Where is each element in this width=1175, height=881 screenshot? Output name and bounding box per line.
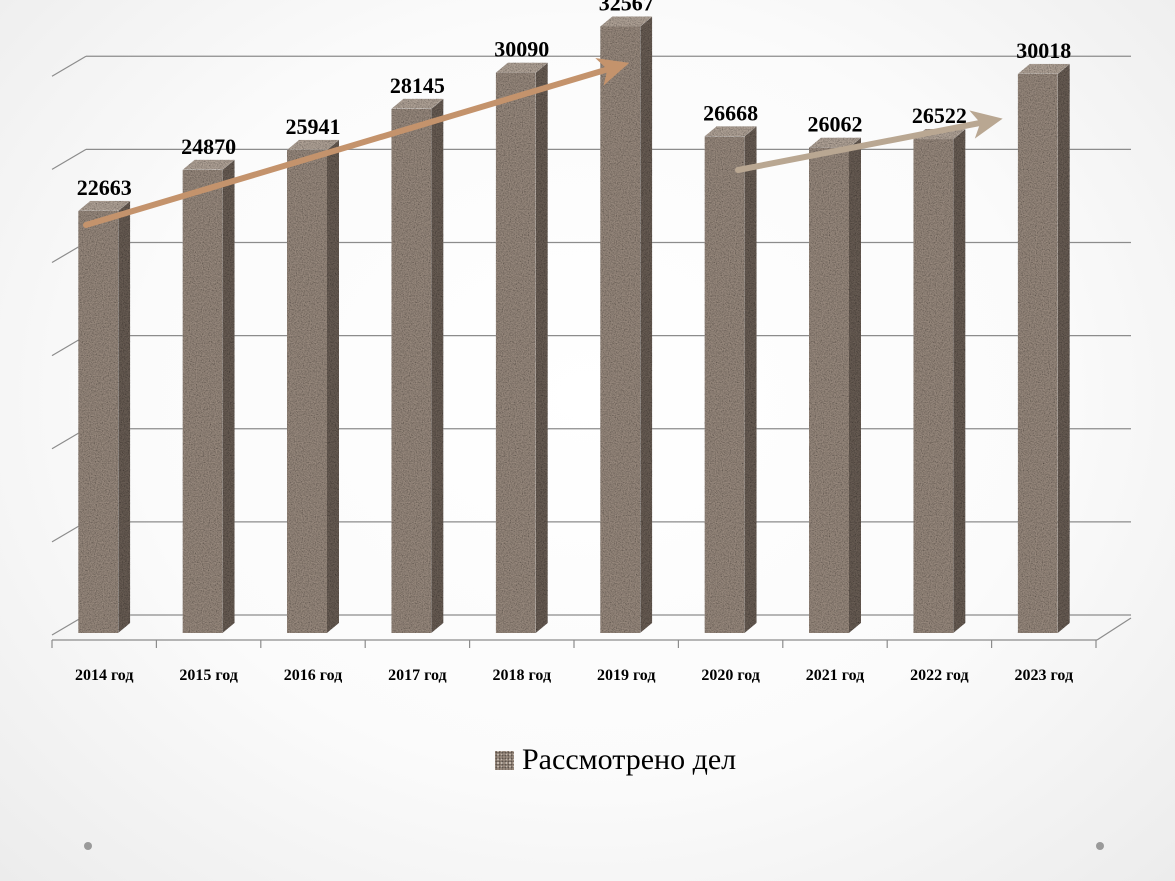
bar bbox=[704, 126, 757, 633]
x-tick-label: 2014 год bbox=[75, 667, 134, 684]
bar bbox=[78, 200, 131, 634]
legend: Рассмотрено дел bbox=[495, 738, 736, 782]
trend-arrow-2020-2023 bbox=[735, 110, 1003, 173]
bar-side bbox=[327, 139, 339, 633]
bar bbox=[913, 129, 966, 633]
slide-bullet-dot-left bbox=[84, 842, 92, 850]
bar-side bbox=[535, 62, 548, 634]
bar-front bbox=[809, 147, 849, 633]
x-tick-label: 2020 год bbox=[701, 667, 760, 684]
bar-front bbox=[391, 108, 432, 633]
bar-top bbox=[182, 159, 235, 170]
bar-front bbox=[287, 149, 327, 633]
bar-side bbox=[849, 137, 861, 633]
bar-top bbox=[704, 126, 757, 137]
data-label: 32567 bbox=[599, 0, 654, 15]
bar-side bbox=[1057, 63, 1070, 634]
data-label: 30018 bbox=[1016, 38, 1071, 63]
data-labels: 22663 24870 25941 28145 30090 32567 26668 26062… bbox=[77, 0, 1072, 200]
bar-side bbox=[744, 126, 757, 633]
data-label: 22663 bbox=[77, 175, 132, 200]
bar-top bbox=[495, 62, 548, 73]
bar-top bbox=[1017, 63, 1070, 74]
bar-side bbox=[222, 159, 235, 633]
bar-side bbox=[640, 16, 653, 633]
bar bbox=[182, 159, 235, 633]
x-tick-label: 2023 год bbox=[1015, 667, 1074, 684]
bar-top bbox=[287, 139, 339, 150]
bar-top bbox=[391, 98, 444, 109]
bar bbox=[1017, 63, 1070, 634]
bar-front bbox=[78, 210, 119, 634]
bar-top bbox=[809, 137, 861, 148]
bar-top bbox=[78, 200, 131, 211]
bar-side bbox=[431, 98, 444, 633]
bar bbox=[287, 139, 339, 633]
data-label: 26668 bbox=[703, 100, 758, 125]
bar-front bbox=[600, 26, 641, 633]
x-tick-label: 2022 год bbox=[910, 667, 969, 684]
bar-top bbox=[600, 16, 653, 27]
x-tick-label: 2019 год bbox=[597, 667, 656, 684]
x-axis: 2014 год 2015 год 2016 год 2017 год 2018 год… bbox=[51, 639, 1097, 684]
trend-arrows bbox=[83, 57, 1003, 228]
data-label: 25941 bbox=[286, 114, 341, 139]
floor-right-edge bbox=[1096, 617, 1132, 641]
data-label: 24870 bbox=[181, 134, 236, 159]
bars bbox=[78, 16, 1070, 634]
data-label: 26062 bbox=[808, 112, 863, 137]
bar bbox=[600, 16, 653, 633]
slide-bullet-dot-right bbox=[1096, 842, 1104, 850]
bar-front bbox=[1017, 73, 1058, 634]
legend-label: Рассмотрено дел bbox=[522, 743, 737, 776]
bar bbox=[391, 98, 444, 633]
x-tick-label: 2015 год bbox=[179, 667, 238, 684]
bar-front bbox=[704, 136, 745, 633]
trend-arrow-2014-2019 bbox=[83, 57, 630, 228]
x-tick-label: 2018 год bbox=[493, 667, 552, 684]
bar bbox=[809, 137, 861, 633]
bar-front bbox=[495, 72, 536, 634]
legend-swatch bbox=[495, 750, 514, 770]
x-tick-label: 2021 год bbox=[806, 667, 865, 684]
bar-side bbox=[953, 129, 966, 633]
x-tick-label: 2016 год bbox=[284, 667, 343, 684]
data-label: 26522 bbox=[912, 103, 967, 128]
data-label: 28145 bbox=[390, 73, 445, 98]
bar-front bbox=[182, 169, 223, 633]
gridline-side bbox=[51, 148, 87, 170]
x-tick-label: 2017 год bbox=[388, 667, 447, 684]
data-label: 30090 bbox=[494, 37, 549, 62]
bar-front bbox=[913, 139, 954, 633]
bar-side bbox=[118, 200, 131, 634]
bar bbox=[495, 62, 548, 634]
gridline-side bbox=[51, 55, 87, 77]
